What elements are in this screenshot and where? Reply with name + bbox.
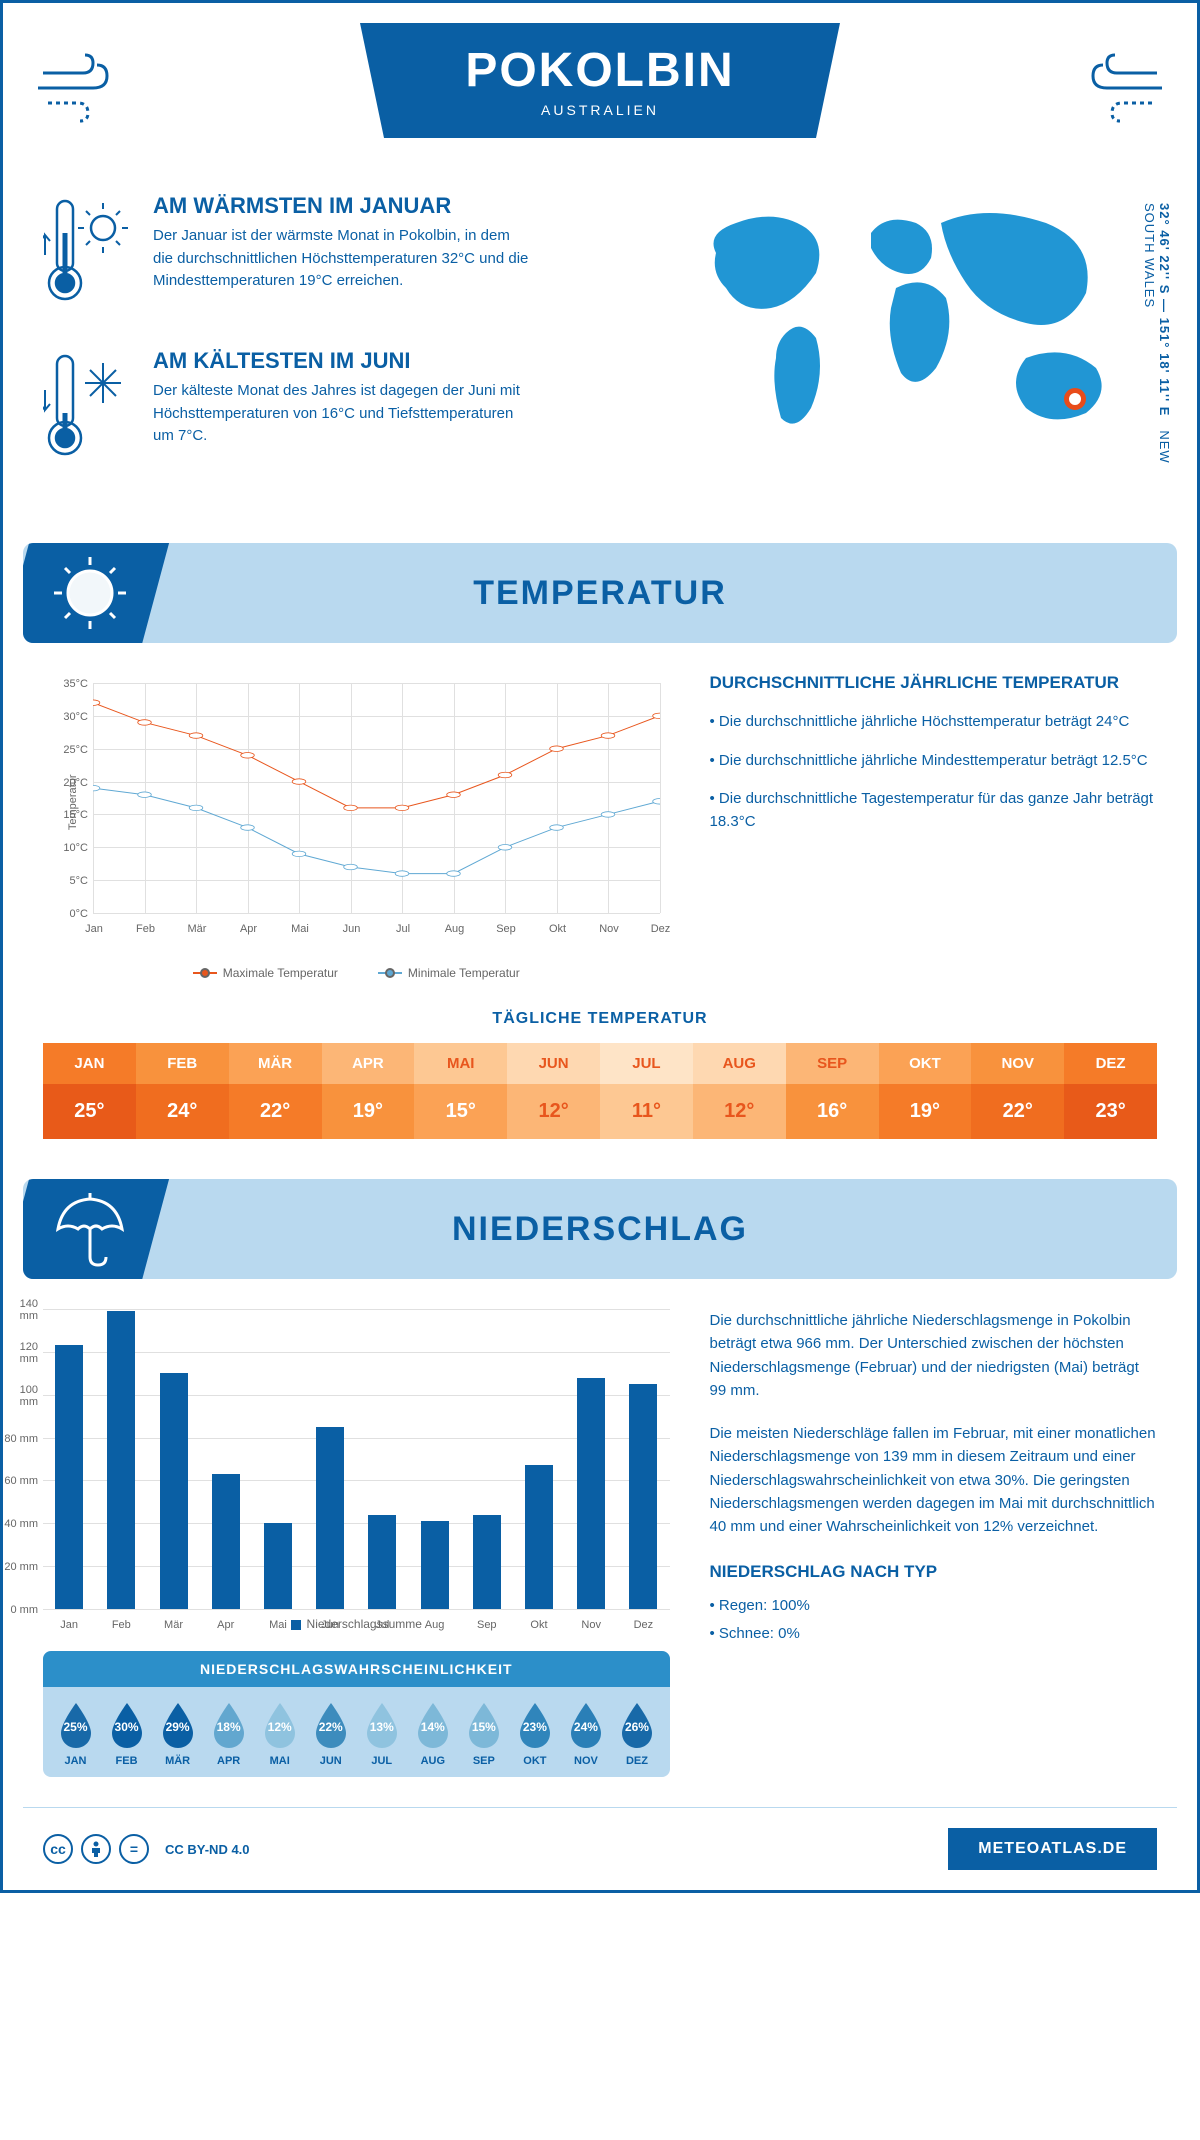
- bar: [107, 1311, 135, 1609]
- cc-icon: cc: [43, 1834, 73, 1864]
- temp-month-header: AUG: [693, 1043, 786, 1084]
- bar-chart-legend: Niederschlagssumme: [43, 1617, 670, 1631]
- header: POKOLBIN AUSTRALIEN: [23, 23, 1177, 153]
- temperature-line-chart: Temperatur 0°C5°C10°C15°C20°C25°C30°C35°…: [43, 673, 670, 980]
- footer: cc = CC BY-ND 4.0 METEOATLAS.DE: [23, 1807, 1177, 1870]
- warmest-title: AM WÄRMSTEN IM JANUAR: [153, 193, 533, 219]
- probability-drop: 14%AUG: [408, 1701, 457, 1767]
- temp-value-cell: 15°: [414, 1084, 507, 1139]
- thermometer-hot-icon: [43, 193, 133, 318]
- bar: [577, 1378, 605, 1609]
- coordinates-label: 32° 46' 22'' S — 151° 18' 11'' E NEW SOU…: [1142, 203, 1172, 503]
- coldest-block: AM KÄLTESTEN IM JUNI Der kälteste Monat …: [43, 348, 656, 473]
- license-block: cc = CC BY-ND 4.0: [43, 1834, 250, 1864]
- legend-item: Minimale Temperatur: [378, 966, 520, 980]
- bar: [316, 1427, 344, 1609]
- daily-temp-title: TÄGLICHE TEMPERATUR: [23, 1010, 1177, 1028]
- bar: [160, 1373, 188, 1609]
- bar: [55, 1345, 83, 1609]
- bar: [368, 1515, 396, 1609]
- probability-drop: 25%JAN: [51, 1701, 100, 1767]
- precipitation-bar-chart: Niederschlag 0 mm20 mm40 mm60 mm80 mm100…: [43, 1309, 670, 1609]
- temp-value-cell: 19°: [322, 1084, 415, 1139]
- temp-value-cell: 23°: [1064, 1084, 1157, 1139]
- temp-month-header: OKT: [879, 1043, 972, 1084]
- thermometer-cold-icon: [43, 348, 133, 473]
- chart-legend: Maximale Temperatur Minimale Temperatur: [43, 963, 670, 980]
- probability-drop: 15%SEP: [459, 1701, 508, 1767]
- temperature-info-text: DURCHSCHNITTLICHE JÄHRLICHE TEMPERATUR •…: [710, 673, 1158, 980]
- temp-month-header: NOV: [971, 1043, 1064, 1084]
- precipitation-info-text: Die durchschnittliche jährliche Niedersc…: [710, 1309, 1158, 1777]
- temp-month-header: FEB: [136, 1043, 229, 1084]
- title-banner: POKOLBIN AUSTRALIEN: [360, 23, 840, 138]
- temp-month-header: JUN: [507, 1043, 600, 1084]
- daily-temp-table: JANFEBMÄRAPRMAIJUNJULAUGSEPOKTNOVDEZ25°2…: [43, 1043, 1157, 1139]
- temp-month-header: SEP: [786, 1043, 879, 1084]
- temp-value-cell: 24°: [136, 1084, 229, 1139]
- precipitation-section-header: NIEDERSCHLAG: [23, 1179, 1177, 1279]
- precipitation-probability-box: NIEDERSCHLAGSWAHRSCHEINLICHKEIT 25%JAN30…: [43, 1651, 670, 1777]
- temp-month-header: MÄR: [229, 1043, 322, 1084]
- temp-month-header: JUL: [600, 1043, 693, 1084]
- page-title: POKOLBIN: [440, 43, 760, 98]
- warmest-text: Der Januar ist der wärmste Monat in Poko…: [153, 225, 533, 293]
- probability-drop: 13%JUL: [357, 1701, 406, 1767]
- section-title: NIEDERSCHLAG: [452, 1210, 748, 1249]
- temp-value-cell: 12°: [507, 1084, 600, 1139]
- section-title: TEMPERATUR: [473, 574, 727, 613]
- world-map-icon: [686, 193, 1126, 453]
- probability-drop: 26%DEZ: [612, 1701, 661, 1767]
- sun-icon: [48, 551, 133, 641]
- temp-value-cell: 16°: [786, 1084, 879, 1139]
- temp-value-cell: 25°: [43, 1084, 136, 1139]
- world-map-block: 32° 46' 22'' S — 151° 18' 11'' E NEW SOU…: [686, 193, 1157, 503]
- bar: [421, 1521, 449, 1609]
- temp-value-cell: 11°: [600, 1084, 693, 1139]
- location-marker-icon: [1064, 388, 1086, 410]
- temperature-section-header: TEMPERATUR: [23, 543, 1177, 643]
- temp-value-cell: 19°: [879, 1084, 972, 1139]
- wind-icon: [33, 43, 133, 128]
- coldest-text: Der kälteste Monat des Jahres ist dagege…: [153, 380, 533, 448]
- site-badge: METEOATLAS.DE: [948, 1828, 1157, 1870]
- nd-icon: =: [119, 1834, 149, 1864]
- probability-drop: 12%MAI: [255, 1701, 304, 1767]
- temp-value-cell: 22°: [229, 1084, 322, 1139]
- probability-drop: 29%MÄR: [153, 1701, 202, 1767]
- probability-drop: 30%FEB: [102, 1701, 151, 1767]
- temp-value-cell: 12°: [693, 1084, 786, 1139]
- probability-drop: 24%NOV: [561, 1701, 610, 1767]
- bar: [629, 1384, 657, 1609]
- probability-drop: 22%JUN: [306, 1701, 355, 1767]
- probability-drop: 23%OKT: [510, 1701, 559, 1767]
- bar: [212, 1474, 240, 1609]
- bar: [264, 1523, 292, 1609]
- page-subtitle: AUSTRALIEN: [440, 102, 760, 118]
- temp-value-cell: 22°: [971, 1084, 1064, 1139]
- umbrella-icon: [48, 1187, 133, 1277]
- by-icon: [81, 1834, 111, 1864]
- intro-section: AM WÄRMSTEN IM JANUAR Der Januar ist der…: [43, 193, 1157, 503]
- temp-month-header: JAN: [43, 1043, 136, 1084]
- probability-drop: 18%APR: [204, 1701, 253, 1767]
- temp-month-header: APR: [322, 1043, 415, 1084]
- temp-month-header: DEZ: [1064, 1043, 1157, 1084]
- coldest-title: AM KÄLTESTEN IM JUNI: [153, 348, 533, 374]
- bar: [473, 1515, 501, 1609]
- temp-month-header: MAI: [414, 1043, 507, 1084]
- bar: [525, 1465, 553, 1609]
- legend-item: Maximale Temperatur: [193, 966, 338, 980]
- warmest-block: AM WÄRMSTEN IM JANUAR Der Januar ist der…: [43, 193, 656, 318]
- wind-icon: [1067, 43, 1167, 128]
